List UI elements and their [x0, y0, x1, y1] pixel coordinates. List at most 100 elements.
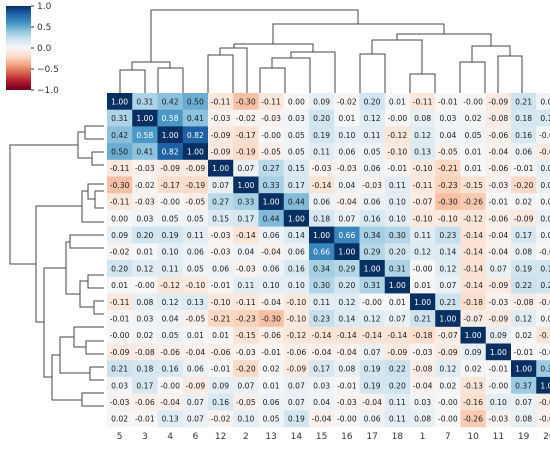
cell-value-label: 0.00	[288, 97, 305, 106]
heatmap-cell	[157, 176, 184, 194]
cell-value-label: 0.20	[338, 281, 355, 290]
heatmap-cell	[283, 126, 310, 144]
heatmap-cell	[233, 209, 259, 227]
heatmap-cell	[132, 393, 158, 411]
x-tick-label: 11	[493, 432, 504, 442]
cell-value-label: 0.06	[288, 248, 305, 257]
cell-value-label: -0.05	[261, 147, 281, 156]
heatmap-cell	[359, 310, 386, 328]
cell-value-label: 0.06	[338, 147, 355, 156]
cell-value-label: 0.07	[364, 348, 381, 357]
heatmap-cell	[107, 410, 133, 428]
heatmap-cell	[334, 310, 360, 328]
heatmap-cell	[233, 326, 259, 344]
heatmap-cell	[132, 410, 158, 428]
heatmap-cell	[334, 226, 360, 244]
heatmap-cell	[208, 243, 234, 261]
cell-value-label: 0.01	[389, 298, 406, 307]
heatmap-cell	[208, 260, 234, 277]
cell-value-label: 0.11	[313, 298, 330, 307]
cell-value-label: -0.03	[337, 164, 357, 173]
heatmap-cell	[107, 326, 133, 344]
heatmap-cell	[208, 143, 234, 161]
cell-value-label: 0.29	[338, 264, 355, 273]
heatmap-cell	[132, 193, 158, 211]
heatmap-cell	[435, 393, 461, 411]
cell-value-label: 0.82	[162, 147, 179, 156]
heatmap-cell	[485, 343, 512, 361]
heatmap-cell	[283, 226, 310, 244]
cell-value-label: 0.27	[263, 164, 280, 173]
heatmap-cell	[485, 109, 512, 127]
heatmap-cell	[485, 226, 512, 244]
cell-value-label: 0.02	[465, 114, 482, 123]
heatmap-cell	[182, 126, 209, 144]
heatmap-cell	[410, 126, 436, 144]
cell-value-label: -0.01	[489, 198, 509, 207]
cell-value-label: 0.07	[187, 415, 204, 424]
heatmap-cell	[384, 93, 411, 110]
heatmap-cell	[359, 159, 386, 177]
heatmap-cell	[157, 376, 184, 394]
heatmap-cell	[410, 209, 436, 227]
cell-value-label: 0.34	[313, 264, 330, 273]
heatmap-cell	[132, 176, 158, 194]
cell-value-label: -0.08	[489, 114, 509, 123]
heatmap-cell	[485, 293, 512, 311]
cell-value-label: -0.01	[211, 365, 231, 374]
heatmap-cell	[208, 326, 234, 344]
cell-value-label: 0.18	[515, 114, 532, 123]
x-tick-label: 3	[142, 432, 148, 442]
cell-value-label: 0.02	[263, 365, 280, 374]
heatmap-cell	[485, 376, 512, 394]
cell-value-label: -0.01	[539, 248, 550, 257]
heatmap-cell	[132, 226, 158, 244]
heatmap-cell	[384, 209, 411, 227]
heatmap-cell	[359, 410, 386, 428]
cell-value-label: 0.17	[237, 214, 254, 223]
heatmap-cell	[208, 410, 234, 428]
heatmap-cell	[536, 360, 550, 378]
cell-value-label: 0.66	[338, 231, 355, 240]
cell-value-label: 0.11	[237, 281, 254, 290]
heatmap-cell	[334, 326, 360, 344]
heatmap-cell	[410, 93, 436, 110]
cell-value-label: 0.23	[313, 314, 330, 323]
heatmap-cell	[359, 176, 386, 194]
cell-value-label: -0.23	[236, 314, 256, 323]
heatmap-cell	[384, 293, 411, 311]
heatmap-cell	[460, 376, 487, 394]
cell-value-label: 1.00	[439, 314, 456, 323]
cell-value-label: -0.08	[514, 298, 534, 307]
heatmap-cell	[460, 226, 487, 244]
heatmap-cell	[233, 260, 259, 277]
cell-value-label: 0.07	[237, 381, 254, 390]
cell-value-label: 0.06	[364, 415, 381, 424]
cell-value-label: -0.04	[362, 398, 382, 407]
heatmap-cell	[208, 209, 234, 227]
cell-value-label: 0.11	[364, 131, 381, 140]
cell-value-label: 0.04	[162, 314, 179, 323]
heatmap-cell	[410, 226, 436, 244]
heatmap-cell	[460, 293, 487, 311]
cell-value-label: 0.01	[212, 331, 229, 340]
cell-value-label: -0.05	[539, 415, 550, 424]
cell-value-label: 1.00	[515, 365, 532, 374]
cell-value-label: 0.06	[364, 164, 381, 173]
heatmap-cell	[157, 93, 184, 110]
heatmap-cell	[460, 393, 487, 411]
cell-value-label: -0.01	[514, 348, 534, 357]
heatmap-cell	[107, 109, 133, 127]
heatmap-cell	[460, 93, 487, 110]
heatmap-cell	[485, 209, 512, 227]
cell-value-label: 1.00	[465, 331, 482, 340]
heatmap-cell	[208, 293, 234, 311]
cell-value-label: 0.20	[111, 264, 128, 273]
cell-value-label: -0.10	[388, 147, 408, 156]
heatmap-cell	[536, 243, 550, 261]
cell-value-label: 0.01	[111, 281, 128, 290]
cell-value-label: 0.18	[313, 214, 330, 223]
cell-value-label: 0.14	[288, 231, 305, 240]
cell-value-label: 0.18	[136, 365, 153, 374]
cell-value-label: -0.03	[489, 415, 509, 424]
